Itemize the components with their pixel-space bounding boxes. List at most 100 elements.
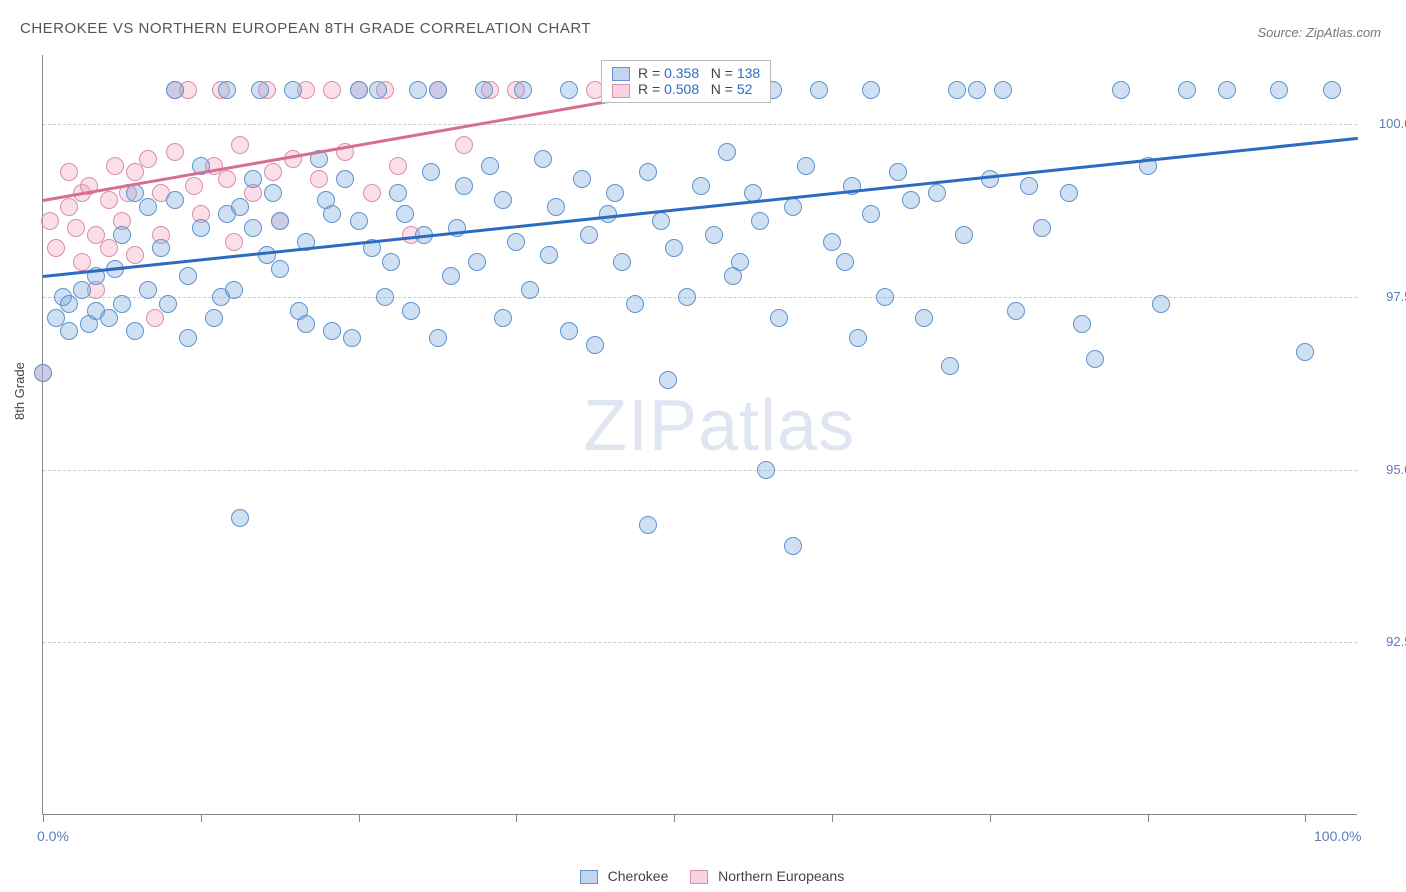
watermark: ZIPatlas: [583, 385, 855, 467]
point-blue: [1323, 81, 1341, 99]
point-blue: [376, 288, 394, 306]
point-blue: [955, 226, 973, 244]
x-tick-label: 0.0%: [37, 828, 69, 844]
point-pink: [264, 163, 282, 181]
point-blue: [323, 322, 341, 340]
point-blue: [665, 239, 683, 257]
point-blue: [113, 295, 131, 313]
point-blue: [192, 219, 210, 237]
point-blue: [613, 253, 631, 271]
point-blue: [455, 177, 473, 195]
point-pink: [106, 157, 124, 175]
point-pink: [126, 246, 144, 264]
point-blue: [113, 226, 131, 244]
point-blue: [823, 233, 841, 251]
point-blue: [100, 309, 118, 327]
point-pink: [100, 191, 118, 209]
point-pink: [389, 157, 407, 175]
point-blue: [159, 295, 177, 313]
point-blue: [731, 253, 749, 271]
point-blue: [652, 212, 670, 230]
point-blue: [560, 81, 578, 99]
gridline: [43, 642, 1357, 643]
x-tick: [990, 814, 991, 822]
point-blue: [1296, 343, 1314, 361]
point-blue: [409, 81, 427, 99]
point-blue: [323, 205, 341, 223]
point-blue: [981, 170, 999, 188]
point-blue: [494, 309, 512, 327]
point-pink: [225, 233, 243, 251]
point-blue: [810, 81, 828, 99]
stat-swatch: [612, 67, 630, 81]
point-blue: [429, 81, 447, 99]
point-pink: [455, 136, 473, 154]
point-blue: [494, 191, 512, 209]
point-pink: [218, 170, 236, 188]
point-blue: [218, 81, 236, 99]
point-pink: [310, 170, 328, 188]
point-blue: [1020, 177, 1038, 195]
point-blue: [1270, 81, 1288, 99]
point-blue: [166, 191, 184, 209]
x-tick: [201, 814, 202, 822]
point-blue: [1152, 295, 1170, 313]
point-blue: [264, 184, 282, 202]
point-blue: [284, 81, 302, 99]
point-blue: [540, 246, 558, 264]
point-blue: [902, 191, 920, 209]
point-blue: [297, 315, 315, 333]
point-blue: [889, 163, 907, 181]
point-blue: [1178, 81, 1196, 99]
point-pink: [41, 212, 59, 230]
point-blue: [1073, 315, 1091, 333]
chart-title: CHEROKEE VS NORTHERN EUROPEAN 8TH GRADE …: [20, 20, 591, 37]
point-blue: [705, 226, 723, 244]
gridline: [43, 124, 1357, 125]
point-blue: [271, 212, 289, 230]
point-blue: [547, 198, 565, 216]
point-blue: [876, 288, 894, 306]
point-blue: [1060, 184, 1078, 202]
point-blue: [251, 81, 269, 99]
point-blue: [915, 309, 933, 327]
point-blue: [580, 226, 598, 244]
point-blue: [422, 163, 440, 181]
stat-box: R = 0.358 N = 138R = 0.508 N = 52: [601, 60, 771, 103]
point-blue: [468, 253, 486, 271]
point-blue: [60, 295, 78, 313]
point-blue: [692, 177, 710, 195]
point-blue: [521, 281, 539, 299]
point-blue: [836, 253, 854, 271]
point-blue: [166, 81, 184, 99]
point-pink: [323, 81, 341, 99]
stat-row: R = 0.508 N = 52: [612, 81, 760, 97]
point-blue: [862, 81, 880, 99]
point-blue: [139, 198, 157, 216]
point-blue: [718, 143, 736, 161]
point-blue: [152, 239, 170, 257]
point-pink: [60, 163, 78, 181]
point-blue: [343, 329, 361, 347]
y-tick-label: 100.0%: [1379, 116, 1406, 131]
legend: Cherokee Northern Europeans: [0, 868, 1406, 884]
point-blue: [514, 81, 532, 99]
point-blue: [350, 212, 368, 230]
point-pink: [126, 163, 144, 181]
legend-label-pink: Northern Europeans: [718, 868, 844, 884]
x-tick: [1148, 814, 1149, 822]
point-blue: [442, 267, 460, 285]
point-blue: [757, 461, 775, 479]
point-blue: [350, 81, 368, 99]
point-blue: [271, 260, 289, 278]
stat-r: 0.508: [664, 81, 699, 97]
point-pink: [67, 219, 85, 237]
point-blue: [678, 288, 696, 306]
point-blue: [586, 336, 604, 354]
point-blue: [770, 309, 788, 327]
x-tick: [832, 814, 833, 822]
point-blue: [429, 329, 447, 347]
point-blue: [179, 329, 197, 347]
gridline: [43, 470, 1357, 471]
point-blue: [626, 295, 644, 313]
